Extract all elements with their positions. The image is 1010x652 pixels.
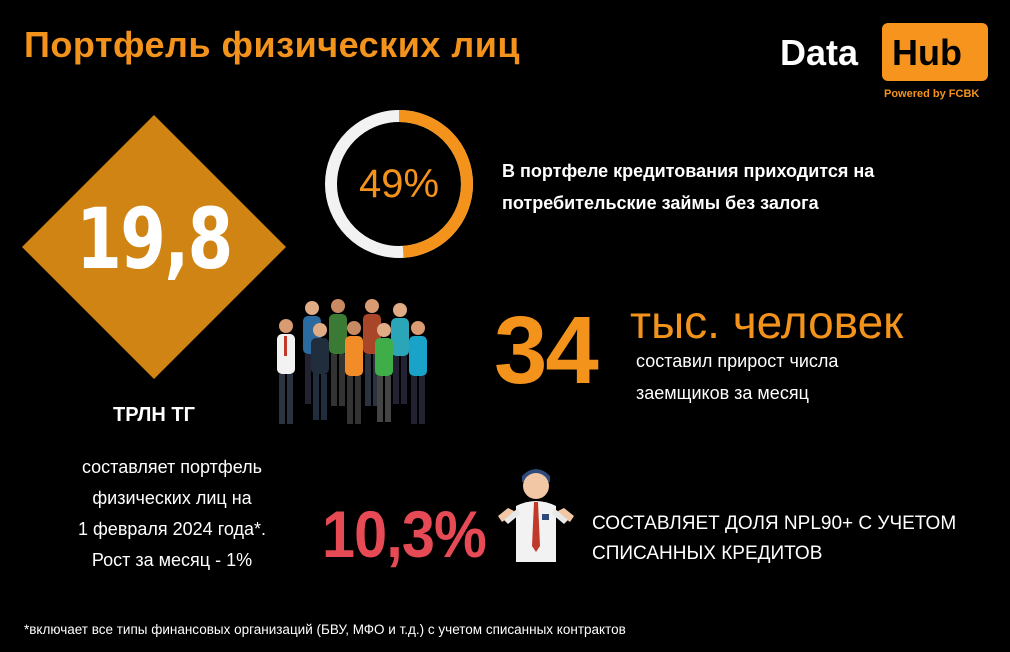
person-front-2 [311,323,329,420]
person-front-5 [409,321,427,424]
borrowers-value: 34 [494,297,599,404]
donut-arc [325,110,473,258]
borrowers-description: составил прирост числа заемщиков за меся… [636,345,936,409]
portfolio-description-line: 1 февраля 2024 года*. [77,519,266,539]
share-description-line: В портфеле кредитования приходится на [502,161,875,181]
portfolio-value: 19,8 [76,190,233,288]
logo-hub-box [882,23,988,81]
borrowers-description-line: составил прирост числа [636,351,839,371]
portfolio-unit: ТРЛН ТГ [113,404,195,426]
person-back-2 [329,299,347,406]
diamond-shape [22,115,286,379]
person-front-3 [345,321,363,424]
share-description-line: потребительские займы без залога [502,193,819,213]
share-donut [325,110,473,258]
logo-tagline: Powered by FCBK [884,88,980,100]
npl-description-line: СПИСАННЫХ КРЕДИТОВ [592,543,823,564]
portfolio-description-line: составляет портфель [81,457,263,477]
shrugging-man-icon [498,469,574,562]
portfolio-description: составляет портфель физических лиц на 1 … [22,452,322,576]
person-back-4 [391,303,409,404]
logo-word-data: Data [780,32,859,73]
npl-description: СОСТАВЛЯЕТ ДОЛЯ NPL90+ С УЧЕТОМ СПИСАННЫ… [592,509,992,569]
npl-value: 10,3% [322,497,487,571]
portfolio-description-line: физических лиц на [92,488,252,508]
logo-word-hub: Hub [892,32,962,73]
datahub-logo: Data Hub Powered by FCBK [780,20,990,104]
page-title: Портфель физических лиц [24,24,520,65]
borrowers-description-line: заемщиков за месяц [636,383,809,403]
person-front-1 [277,319,295,424]
footnote: *включает все типы финансовых организаци… [24,622,626,637]
person-front-4 [375,323,393,422]
share-description: В портфеле кредитования приходится на по… [502,155,942,219]
portfolio-description-line: Рост за месяц - 1% [91,550,253,570]
borrowers-unit: тыс. человек [630,296,904,348]
share-percent: 49% [358,162,440,206]
npl-description-line: СОСТАВЛЯЕТ ДОЛЯ NPL90+ С УЧЕТОМ [592,513,957,534]
people-group-icon [277,299,427,424]
